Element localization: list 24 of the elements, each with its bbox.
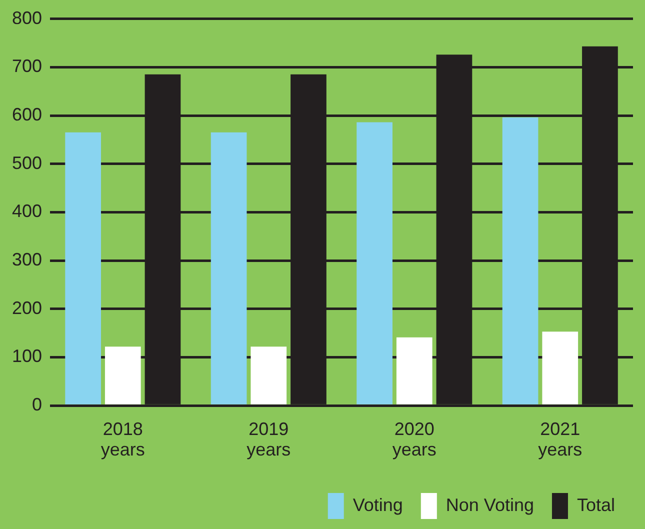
x-tick-label: 2020 years	[392, 418, 436, 460]
y-tick-label: 400	[12, 201, 42, 222]
y-tick-label: 200	[12, 298, 42, 318]
legend-label: Total	[576, 494, 616, 515]
bar	[104, 346, 141, 404]
bar	[396, 337, 432, 404]
y-tick-label: 300	[12, 250, 42, 270]
x-tick-label: 2019 years	[246, 418, 291, 460]
legend-label: Voting	[352, 494, 403, 515]
bar	[250, 346, 287, 404]
y-tick-label: 0	[32, 394, 42, 415]
bar	[356, 122, 392, 404]
legend-label: Non Voting	[446, 494, 534, 515]
bar	[210, 132, 247, 404]
y-tick-label: 700	[12, 56, 42, 76]
bar	[502, 117, 538, 404]
x-tick-label: 2021 years	[538, 418, 582, 460]
x-tick-label: 2018 years	[100, 418, 145, 460]
y-tick-label: 800	[12, 8, 42, 28]
y-tick-label: 600	[12, 104, 42, 124]
bar	[542, 332, 578, 404]
y-tick-label: 100	[12, 346, 42, 366]
bar	[65, 132, 101, 404]
y-tick-label: 500	[12, 152, 42, 173]
